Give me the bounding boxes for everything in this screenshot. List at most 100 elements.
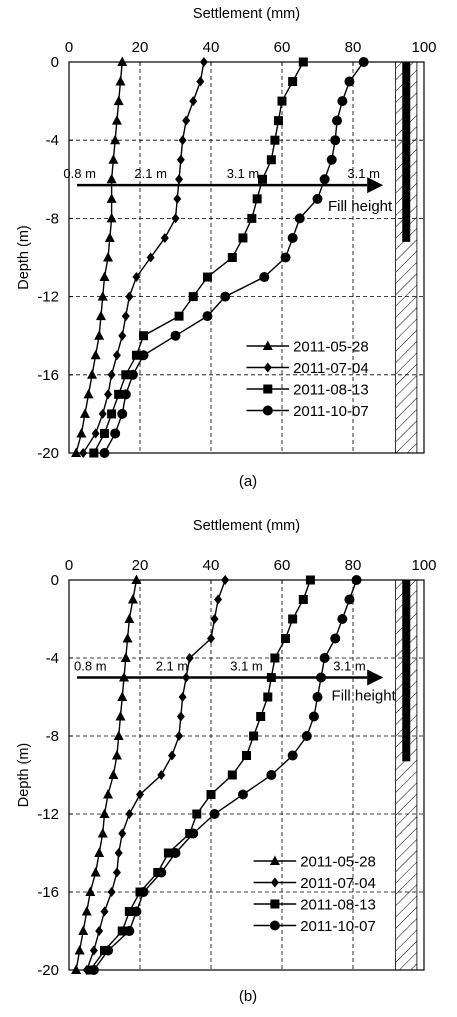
data-point-0	[85, 886, 96, 896]
data-point-0	[87, 369, 98, 379]
x-axis-title: Settlement (mm)	[193, 6, 300, 22]
data-point-3	[358, 57, 369, 67]
data-point-1	[199, 57, 208, 67]
data-point-3	[337, 614, 348, 624]
y-tick-label: -12	[37, 289, 59, 306]
data-point-0	[74, 945, 85, 955]
data-point-0	[90, 867, 101, 877]
data-point-3	[188, 828, 199, 839]
data-point-0	[111, 750, 122, 760]
fill-height-bar	[402, 62, 411, 242]
data-point-3	[308, 711, 319, 722]
fill-label: 3.1 m	[347, 166, 380, 181]
legend-marker	[269, 920, 280, 931]
data-point-2	[188, 292, 198, 302]
legend-label: 2011-05-28	[293, 339, 369, 356]
data-point-2	[298, 57, 308, 67]
fill-label: 2.1 m	[156, 659, 189, 674]
data-point-2	[256, 712, 266, 721]
y-tick-label: -8	[46, 728, 59, 745]
data-point-1	[79, 448, 88, 458]
data-point-2	[242, 751, 251, 760]
data-point-2	[270, 135, 280, 145]
data-point-1	[89, 945, 98, 956]
legend-label: 2011-08-13	[293, 382, 369, 399]
data-point-2	[124, 907, 134, 916]
data-point-2	[249, 731, 259, 741]
x-axis-title: Settlement (mm)	[193, 518, 300, 534]
data-point-1	[118, 330, 127, 341]
fill-label: 0.8 m	[74, 659, 107, 674]
data-point-1	[167, 750, 176, 761]
data-point-0	[124, 613, 135, 623]
data-point-2	[277, 96, 287, 106]
legend-label: 2011-08-13	[300, 897, 376, 914]
data-point-0	[113, 95, 124, 106]
data-point-2	[273, 116, 283, 126]
data-point-1	[210, 614, 219, 624]
x-tick-label: 0	[65, 39, 73, 56]
data-point-1	[112, 867, 121, 878]
data-point-1	[136, 789, 144, 800]
x-tick-label: 100	[411, 39, 436, 56]
data-point-3	[301, 731, 312, 741]
data-point-1	[207, 633, 215, 644]
data-point-3	[344, 76, 355, 87]
data-point-2	[257, 174, 267, 184]
data-point-0	[106, 212, 117, 223]
y-tick-label: -8	[46, 210, 59, 227]
data-point-0	[110, 134, 121, 145]
data-point-0	[113, 730, 124, 740]
data-point-3	[170, 848, 181, 858]
data-point-0	[99, 808, 110, 818]
series-line-2	[89, 579, 312, 971]
data-point-1	[173, 193, 182, 204]
plot-frame	[68, 61, 425, 454]
data-point-1	[107, 369, 116, 380]
data-point-2	[247, 213, 257, 223]
data-point-3	[330, 633, 341, 644]
legend-marker	[263, 362, 272, 373]
data-point-1	[178, 692, 187, 702]
data-point-0	[97, 828, 108, 838]
data-point-0	[79, 408, 90, 418]
data-point-0	[99, 271, 110, 282]
data-point-0	[71, 447, 82, 457]
data-point-1	[95, 926, 104, 936]
legend-label: 2011-10-07	[300, 918, 376, 935]
data-point-3	[287, 232, 298, 243]
data-point-2	[192, 809, 202, 819]
panel-0: 0 20 40 60 80 100 0 -4 -8 -12 -16 -20 Settlement (mm…	[16, 6, 437, 490]
data-point-0	[95, 310, 106, 321]
data-point-1	[176, 711, 185, 722]
data-point-0	[108, 769, 119, 779]
data-point-2	[263, 692, 273, 702]
data-point-3	[280, 252, 291, 263]
y-tick-label: -12	[37, 806, 59, 823]
y-tick-label: -4	[46, 650, 59, 667]
data-point-1	[146, 252, 155, 263]
data-point-1	[114, 848, 123, 858]
fill-label: 3.1 m	[230, 659, 263, 674]
x-tick-label: 60	[274, 39, 291, 56]
x-tick-label: 40	[203, 557, 220, 574]
data-point-2	[298, 595, 308, 604]
x-tick-label: 60	[274, 557, 291, 574]
data-point-1	[98, 408, 107, 419]
y-tick-label: -4	[46, 132, 59, 149]
data-point-3	[131, 906, 142, 917]
data-point-3	[312, 193, 323, 204]
data-point-0	[120, 652, 131, 662]
x-tick-label: 80	[345, 39, 362, 56]
x-tick-label: 20	[132, 39, 149, 56]
data-point-0	[122, 633, 133, 643]
data-point-1	[221, 575, 230, 585]
data-point-2	[252, 194, 262, 204]
data-point-3	[209, 809, 220, 819]
legend-label: 2011-07-04	[293, 360, 369, 377]
data-point-3	[237, 789, 248, 800]
data-point-1	[112, 350, 121, 361]
data-point-2	[227, 770, 237, 780]
x-tick-label: 0	[65, 557, 73, 574]
